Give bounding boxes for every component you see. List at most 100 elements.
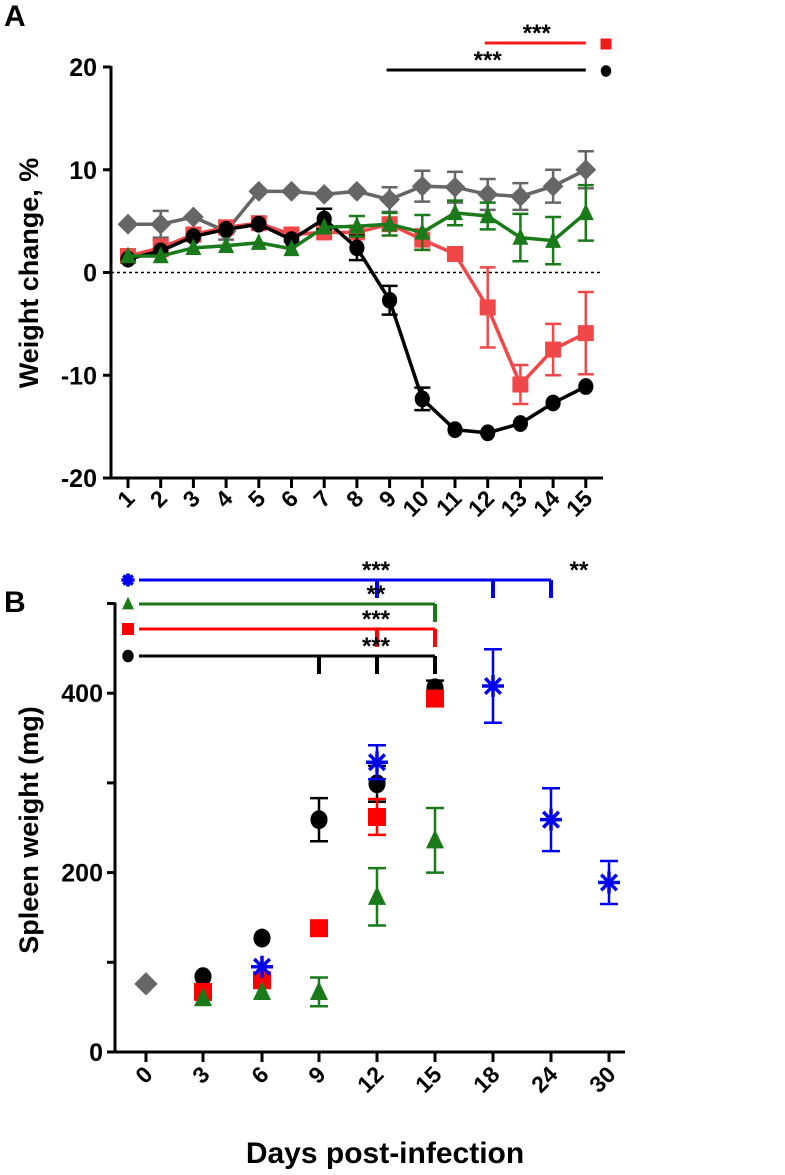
y-tick-label: 200 [61, 860, 103, 888]
y-tick-label: 10 [69, 157, 97, 185]
x-tick-label: 15 [410, 1061, 447, 1098]
data-point [382, 291, 398, 309]
data-point [545, 394, 561, 412]
data-point [251, 215, 267, 233]
data-point [194, 967, 212, 987]
series-blue-asterisk [251, 647, 620, 978]
data-point [250, 233, 267, 250]
data-point [381, 214, 398, 232]
x-tick-label: 13 [495, 485, 531, 521]
data-point [578, 378, 594, 395]
data-point [120, 246, 136, 264]
data-point [368, 807, 386, 826]
data-point [577, 203, 594, 221]
data-point [510, 186, 531, 207]
significance-legend-marker [600, 38, 612, 50]
significance-stars: *** [362, 606, 391, 633]
x-tick-label: 15 [561, 485, 598, 522]
significance-legend-marker [122, 649, 134, 663]
x-tick-label: 14 [528, 485, 565, 522]
data-point [310, 919, 328, 938]
data-point [152, 246, 169, 264]
data-point [545, 231, 562, 248]
data-point [349, 239, 365, 257]
x-tick-label: 12 [463, 485, 499, 521]
x-tick-label: 18 [468, 1061, 505, 1098]
data-point [379, 189, 400, 210]
data-point [426, 829, 444, 849]
data-point [447, 203, 463, 221]
significance-bracket [139, 578, 553, 598]
x-tick-label: 10 [397, 485, 433, 521]
y-tick-label: -10 [61, 362, 97, 390]
x-tick-label: 24 [526, 1061, 563, 1098]
x-tick-label: 7 [308, 485, 335, 512]
series-black-circle [194, 678, 444, 987]
data-point [411, 175, 433, 197]
data-point [368, 886, 386, 905]
data-point [542, 175, 564, 197]
series-green-triangle [120, 183, 594, 266]
significance-bracket [139, 602, 437, 622]
data-point [218, 236, 235, 253]
data-point [253, 971, 271, 990]
data-point [414, 390, 430, 408]
data-point [479, 299, 496, 316]
significance-legend-marker [600, 65, 612, 77]
x-tick-label: 12 [352, 1061, 388, 1097]
data-point [480, 424, 496, 442]
significance-bracket [139, 654, 437, 674]
x-tick-label: 2 [145, 485, 172, 512]
data-point [512, 376, 529, 393]
x-tick-label: 3 [178, 485, 205, 512]
data-point [316, 217, 333, 235]
significance-stars: *** [474, 47, 503, 74]
data-point [479, 206, 496, 224]
series-green-triangle [194, 806, 444, 1008]
panel-a-ylabel: Weight change, % [14, 158, 44, 389]
data-point [477, 184, 499, 205]
data-point [194, 987, 212, 1007]
data-point [348, 216, 365, 234]
x-tick-label: 11 [431, 485, 467, 521]
significance-stars: ** [367, 581, 386, 608]
asterisk-stroke [367, 753, 387, 772]
significance-legend-marker [121, 573, 135, 587]
series-black-circle [120, 207, 594, 442]
x-tick-label: 5 [243, 485, 271, 513]
data-point [310, 810, 328, 830]
data-point [183, 206, 204, 228]
x-tick-label: 3 [187, 1061, 214, 1088]
significance-stars: *** [362, 557, 391, 584]
data-point [251, 955, 273, 978]
data-point [248, 180, 270, 202]
data-point [218, 220, 234, 238]
y-tick-label: -20 [61, 465, 97, 493]
data-point [482, 675, 504, 698]
significance-stars: *** [362, 633, 391, 660]
panel-label-a: A [4, 0, 26, 33]
data-point [414, 222, 431, 240]
y-tick-label: 20 [69, 54, 97, 82]
significance-stars: ** [570, 557, 589, 584]
panel-label-b: B [4, 586, 26, 619]
data-point [512, 227, 529, 245]
significance-legend-marker [122, 623, 134, 635]
data-point [447, 246, 463, 263]
significance-stars: *** [523, 20, 552, 47]
data-point [512, 415, 529, 432]
significance-bracket [139, 627, 437, 647]
asterisk-stroke [599, 873, 619, 892]
asterisk-stroke [122, 574, 134, 586]
x-tick-label: 9 [303, 1061, 330, 1088]
data-point [281, 180, 302, 202]
data-point [150, 213, 172, 235]
data-point [283, 239, 300, 257]
series-gray-diamond [117, 150, 597, 242]
data-point [185, 238, 202, 256]
significance-legend-marker [122, 596, 134, 610]
x-tick-label: 8 [341, 485, 369, 513]
y-tick-label: 0 [83, 260, 97, 288]
